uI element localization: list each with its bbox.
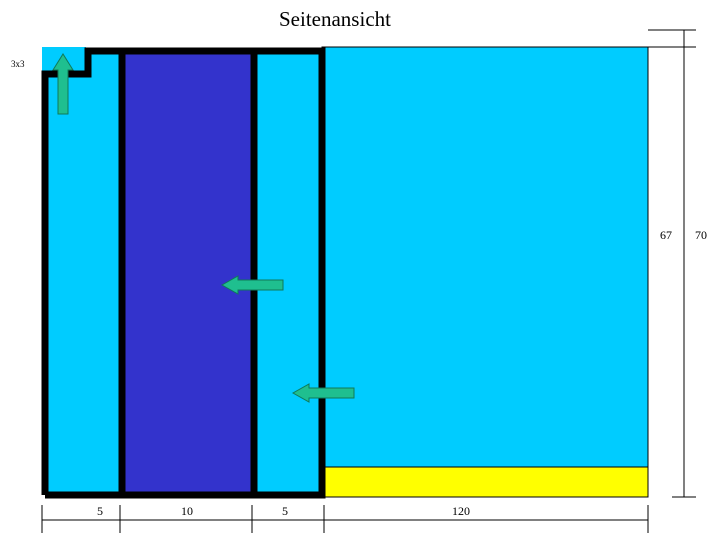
dim-label-height-outer: 70	[695, 228, 707, 242]
right-dimension-lines	[648, 29, 696, 498]
right-chamber	[254, 52, 322, 494]
arrow-up-icon	[52, 53, 74, 115]
dim-label-right: 5	[282, 504, 288, 518]
corner-label: 3x3	[11, 59, 25, 69]
arrow-left-icon	[291, 383, 355, 403]
dim-label-middle: 10	[181, 504, 193, 518]
left-chamber	[46, 52, 122, 494]
chamber-walls	[41, 47, 326, 499]
bottom-dimension-line	[41, 505, 649, 533]
sand-layer	[321, 466, 649, 498]
dim-label-left: 5	[97, 504, 103, 518]
middle-chamber	[122, 52, 254, 494]
diagram-title: Seitenansicht	[279, 7, 391, 31]
dim-label-height-inner: 67	[660, 228, 672, 242]
dim-label-width: 120	[452, 504, 470, 518]
arrow-left-icon	[220, 275, 284, 295]
water-area	[321, 46, 649, 498]
